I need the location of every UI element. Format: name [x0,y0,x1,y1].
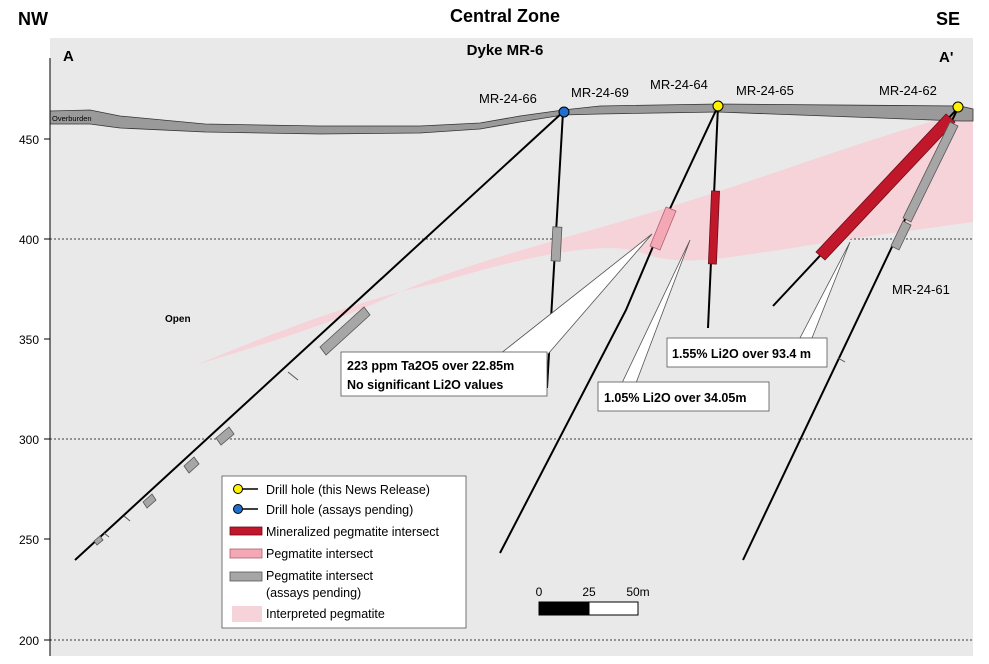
callout-pointers [498,233,851,384]
axis-label-450: 450 [19,133,39,147]
pending-tick-mr-24-61 [837,357,846,363]
pending-intersect [93,535,104,546]
direction-nw: NW [18,9,48,29]
hole-label-mr-24-61: MR-24-61 [892,282,950,297]
hole-trace-mr-24-66 [74,111,564,561]
dyke-label: Dyke MR-6 [467,42,544,59]
callout-li2o-105: 1.05% Li2O over 34.05m [597,381,770,412]
collar-marker-mr-24-64 [712,100,724,112]
axis-label-300: 300 [19,433,39,447]
section-title: Central Zone [450,6,560,26]
pending-intersects-mr-24-66 [93,306,371,546]
callout-box [666,337,828,368]
legend-label-release: Drill hole (this News Release) [266,483,430,497]
legend-swatch-pending [229,571,263,582]
scale-label-0: 0 [536,585,543,599]
collar-marker-mr-24-62 [952,101,964,113]
legend-label-mineralized: Mineralized pegmatite intersect [266,525,440,539]
pending-tick [123,515,131,522]
elevation-axis: 450 400 350 300 250 200 [19,58,51,656]
axis-label-400: 400 [19,233,39,247]
mineralized-intersect-mr-24-65 [707,190,720,265]
callout-li2o-155: 1.55% Li2O over 93.4 m [666,337,828,368]
pending-ticks-mr-24-66 [103,371,299,538]
callout-box [340,351,548,397]
legend-label-pending: Drill hole (assays pending) [266,503,413,517]
collar-marker-mr-24-66 [558,106,570,118]
legend: Drill hole (this News Release) Drill hol… [221,475,467,629]
pending-intersect-mr-24-61-b [890,220,912,251]
overburden-layer [49,103,974,135]
scale-label-50: 50m [626,585,649,599]
legend-marker-pending [233,504,243,514]
legend-label-interpreted: Interpreted pegmatite [266,607,385,621]
section-end-label: A' [939,49,953,66]
hole-label-mr-24-62: MR-24-62 [879,83,937,98]
pending-intersect-mr-24-61-a [902,121,959,223]
hole-trace-mr-24-64 [499,105,719,554]
pending-intersect-mr-24-69 [550,226,563,262]
pending-intersect [319,306,371,356]
legend-label-pending-2: (assays pending) [266,586,361,600]
callout-li2o-155-text: 1.55% Li2O over 93.4 m [672,347,811,361]
hole-label-mr-24-66: MR-24-66 [479,91,537,106]
scale-label-25: 25 [582,585,596,599]
legend-box [221,475,467,629]
callout-ta2o5-line1: 223 ppm Ta2O5 over 22.85m [347,359,514,373]
pending-intersect [142,493,157,509]
hole-label-mr-24-65: MR-24-65 [736,83,794,98]
legend-swatch-pegmatite [229,548,263,559]
hole-label-mr-24-64: MR-24-64 [650,77,708,92]
scale-segment-white [588,601,639,616]
callout-ta2o5-line2: No significant Li2O values [347,378,503,392]
callout-box [597,381,770,412]
legend-label-pegmatite: Pegmatite intersect [266,547,374,561]
interpreted-pegmatite-zone [196,110,973,365]
overburden-label: Overburden [52,114,92,123]
hole-label-mr-24-69: MR-24-69 [571,85,629,100]
callout-li2o-105-text: 1.05% Li2O over 34.05m [604,391,746,405]
legend-marker-release [233,484,243,494]
section-start-label: A [63,48,74,65]
pending-intersect [183,456,200,474]
direction-se: SE [936,9,960,29]
legend-swatch-mineralized [229,526,263,536]
mineralized-intersect-mr-24-62 [815,113,956,261]
scale-segment-black [538,601,590,616]
pending-tick [103,532,110,538]
pegmatite-intersect-mr-24-64 [649,206,677,251]
axis-label-250: 250 [19,533,39,547]
axis-label-200: 200 [19,634,39,648]
legend-swatch-interpreted [232,606,262,622]
pending-intersect [215,426,235,446]
pending-tick [287,371,299,381]
axis-label-350: 350 [19,333,39,347]
legend-label-pending-1: Pegmatite intersect [266,569,374,583]
callout-ta2o5: 223 ppm Ta2O5 over 22.85m No significant… [340,351,548,397]
open-label: Open [165,314,191,325]
scale-bar: 0 25 50m [536,585,650,616]
